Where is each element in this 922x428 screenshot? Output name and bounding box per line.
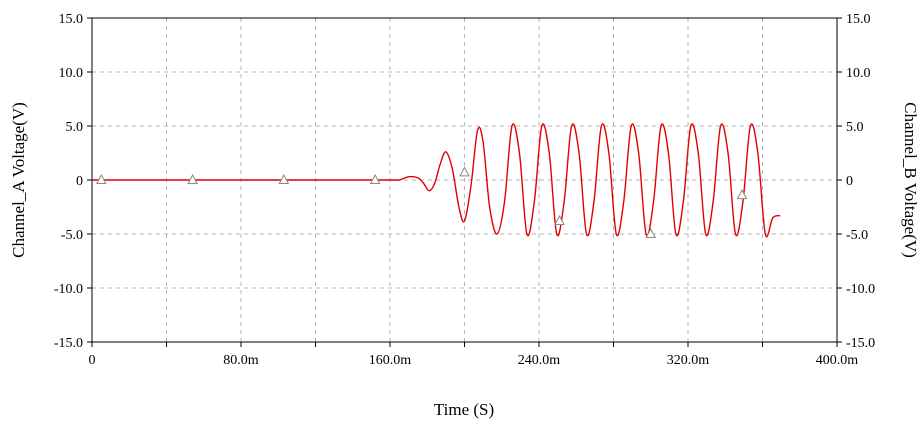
triangle-marker — [369, 173, 381, 184]
y-left-tick-label: -5.0 — [61, 228, 83, 243]
y-left-tick-label: 5.0 — [66, 120, 84, 135]
y-right-tick-label: 10.0 — [846, 66, 871, 81]
marker-layer — [95, 166, 748, 238]
y-right-tick-label: 0 — [846, 174, 853, 189]
x-tick-label: 0 — [89, 353, 96, 368]
triangle-marker — [187, 173, 198, 184]
y-right-tick-label: 15.0 — [846, 12, 871, 27]
x-axis-label: Time (S) — [434, 400, 494, 419]
x-tick-label: 80.0m — [223, 353, 259, 368]
x-tick-label: 160.0m — [369, 353, 412, 368]
triangle-marker — [645, 227, 657, 238]
series-line-0 — [92, 123, 781, 238]
y-left-tick-label: 10.0 — [59, 66, 84, 81]
x-axis: 0 80.0m 160.0m 240.0m 320.0m 400.0m — [89, 342, 859, 368]
y-axis-right-label: Channel_B Voltage(V) — [901, 102, 920, 258]
y-right-tick-label: 5.0 — [846, 120, 864, 135]
y-right-tick-label: -10.0 — [846, 282, 875, 297]
triangle-marker — [736, 189, 748, 200]
series-layer — [92, 123, 781, 238]
y-left-tick-label: -10.0 — [54, 282, 83, 297]
y-axis-left-label: Channel_A Voltage(V) — [9, 102, 28, 258]
triangle-marker — [278, 173, 290, 184]
y-axis-left: 15.0 10.0 5.0 0 -5.0 -10.0 -15.0 — [54, 12, 92, 351]
triangle-marker — [554, 214, 565, 225]
y-left-tick-label: -15.0 — [54, 336, 83, 351]
triangle-marker — [95, 173, 107, 184]
y-left-tick-label: 15.0 — [59, 12, 84, 27]
y-right-tick-label: -5.0 — [846, 228, 868, 243]
y-axis-right: 15.0 10.0 5.0 0 -5.0 -10.0 -15.0 — [837, 12, 875, 351]
y-right-tick-label: -15.0 — [846, 336, 875, 351]
y-left-tick-label: 0 — [76, 174, 83, 189]
x-tick-label: 320.0m — [667, 353, 710, 368]
x-tick-label: 400.0m — [816, 353, 859, 368]
x-tick-label: 240.0m — [518, 353, 561, 368]
triangle-marker — [459, 166, 470, 177]
